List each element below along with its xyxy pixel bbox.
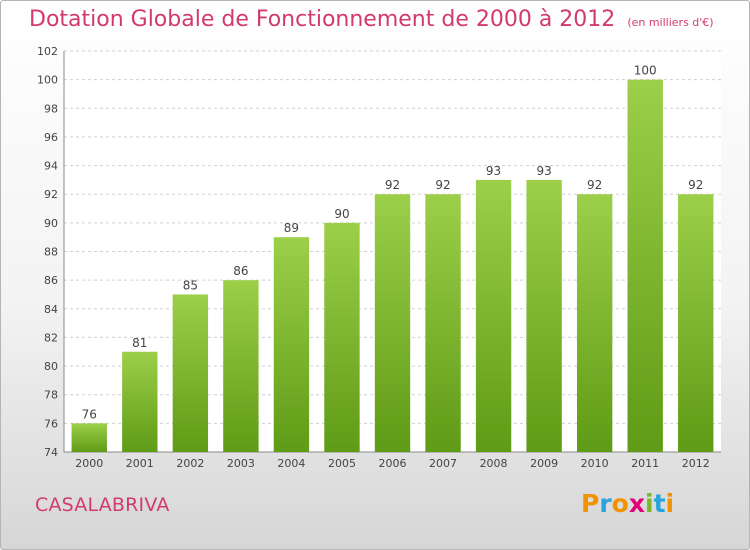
chart-title: Dotation Globale de Fonctionnement de 20… bbox=[29, 7, 714, 32]
bar-value-label: 76 bbox=[82, 407, 97, 421]
x-tick-label: 2000 bbox=[75, 457, 103, 470]
bar bbox=[425, 194, 461, 452]
bar bbox=[122, 351, 158, 452]
bar-value-label: 93 bbox=[536, 164, 551, 178]
logo-letter: t bbox=[653, 489, 666, 518]
logo-letter: r bbox=[599, 489, 612, 518]
x-tick-label: 2011 bbox=[631, 457, 659, 470]
bar bbox=[475, 179, 512, 452]
bar bbox=[576, 194, 613, 452]
y-tick-label: 94 bbox=[44, 160, 58, 173]
logo-letter: i bbox=[645, 489, 654, 518]
bar bbox=[273, 237, 310, 452]
x-tick-label: 2004 bbox=[277, 457, 305, 470]
x-tick-label: 2006 bbox=[379, 457, 407, 470]
y-tick-label: 88 bbox=[44, 246, 58, 259]
x-tick-label: 2002 bbox=[176, 457, 204, 470]
y-tick-label: 100 bbox=[37, 74, 58, 87]
bar-value-label: 92 bbox=[435, 178, 450, 192]
y-tick-label: 102 bbox=[37, 45, 58, 58]
bar bbox=[678, 194, 714, 452]
x-tick-label: 2008 bbox=[480, 457, 508, 470]
x-tick-label: 2005 bbox=[328, 457, 356, 470]
y-tick-label: 74 bbox=[44, 446, 58, 459]
y-tick-label: 90 bbox=[44, 217, 58, 230]
logo-letter: x bbox=[628, 489, 645, 518]
commune-name: CASALABRIVA bbox=[35, 494, 170, 516]
bar-value-label: 100 bbox=[634, 64, 657, 78]
proxiti-logo: Proxiti bbox=[581, 489, 674, 518]
y-tick-label: 98 bbox=[44, 102, 58, 115]
x-tick-label: 2010 bbox=[581, 457, 609, 470]
logo-letter: P bbox=[581, 489, 600, 518]
y-tick-label: 96 bbox=[44, 131, 58, 144]
x-tick-label: 2012 bbox=[682, 457, 710, 470]
bar-value-label: 86 bbox=[233, 264, 248, 278]
x-tick-label: 2003 bbox=[227, 457, 255, 470]
bar-value-label: 92 bbox=[587, 178, 602, 192]
bar-value-label: 90 bbox=[334, 207, 349, 221]
logo-letter: o bbox=[611, 489, 629, 518]
y-tick-label: 84 bbox=[44, 303, 58, 316]
bar-value-label: 93 bbox=[486, 164, 501, 178]
y-tick-label: 92 bbox=[44, 188, 58, 201]
bar-value-label: 92 bbox=[688, 178, 703, 192]
bar bbox=[71, 423, 107, 452]
bar bbox=[526, 179, 562, 452]
bar bbox=[324, 222, 360, 452]
chart-title-text: Dotation Globale de Fonctionnement de 20… bbox=[29, 7, 616, 32]
bar-value-label: 92 bbox=[385, 178, 400, 192]
y-tick-label: 82 bbox=[44, 331, 58, 344]
bar-value-label: 85 bbox=[183, 278, 198, 292]
y-tick-label: 86 bbox=[44, 274, 58, 287]
bar bbox=[172, 294, 209, 452]
y-tick-label: 80 bbox=[44, 360, 58, 373]
chart-unit-label: (en milliers d'€) bbox=[627, 16, 714, 29]
x-tick-label: 2007 bbox=[429, 457, 457, 470]
bar-value-label: 89 bbox=[284, 221, 299, 235]
y-tick-label: 76 bbox=[44, 417, 58, 430]
bar-value-label: 81 bbox=[132, 336, 147, 350]
x-tick-label: 2001 bbox=[126, 457, 154, 470]
x-tick-label: 2009 bbox=[530, 457, 558, 470]
bar bbox=[223, 280, 259, 452]
logo-letter: i bbox=[665, 489, 675, 518]
bar bbox=[374, 194, 411, 452]
y-tick-label: 78 bbox=[44, 389, 58, 402]
bar bbox=[627, 79, 663, 453]
